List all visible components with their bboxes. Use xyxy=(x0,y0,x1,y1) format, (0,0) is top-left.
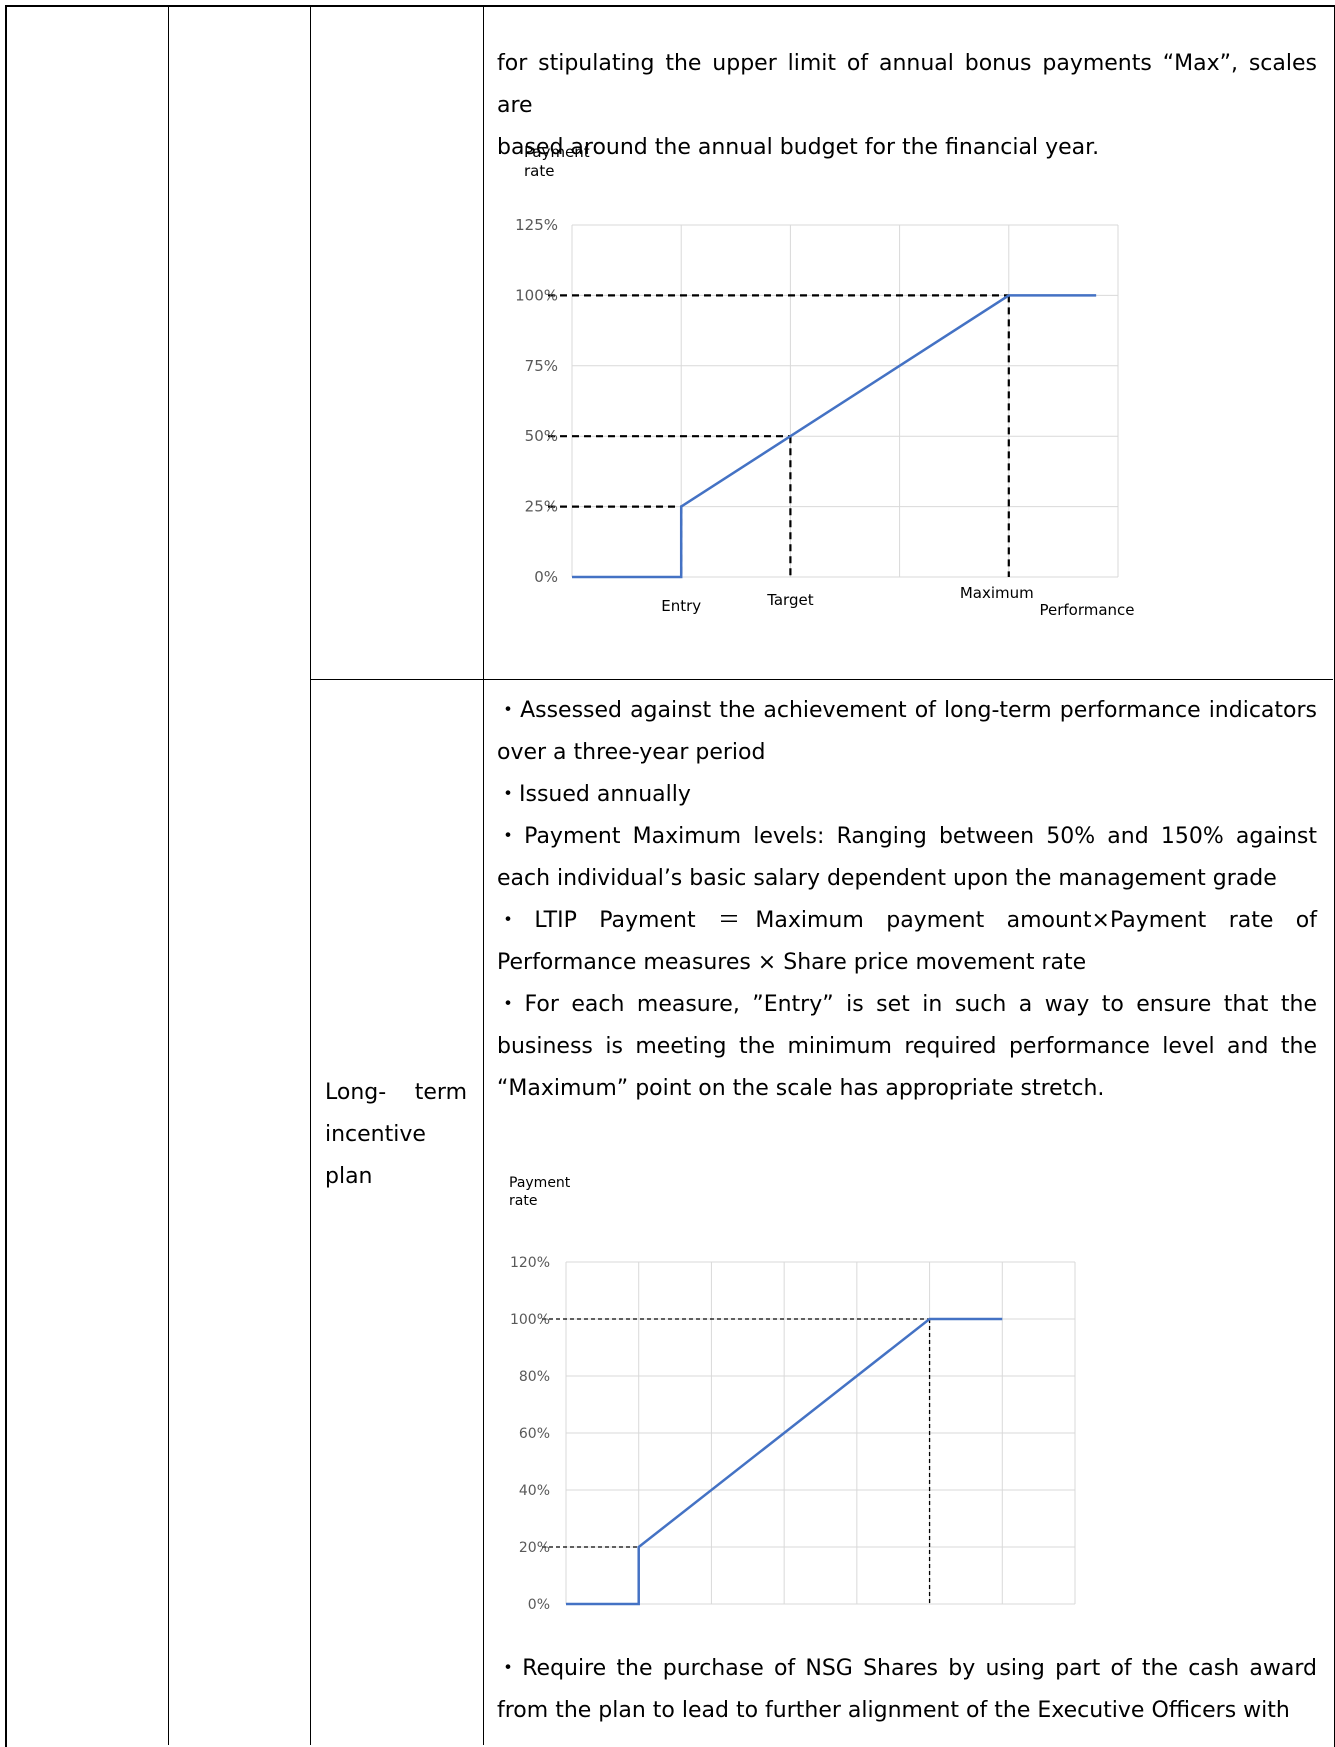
y-tick-label: 120% xyxy=(510,1255,550,1271)
ltip-label-part: term xyxy=(414,1080,467,1105)
x-marker-label: Entry xyxy=(661,597,701,615)
y-tick-label: 40% xyxy=(519,1483,550,1499)
series-line xyxy=(572,294,1097,579)
ltip-description: ・Assessed against the achievement of lon… xyxy=(497,690,1317,1110)
ltip-scale-chart: 0%20%40%60%80%100%120%PaymentrateEntryMa… xyxy=(509,1175,1076,1610)
ltip-label-part: Long- xyxy=(325,1080,387,1105)
series-line xyxy=(566,1317,1003,1606)
y-tick-label: 25% xyxy=(525,498,558,516)
bullet: ・Assessed against the achievement of lon… xyxy=(497,698,1317,765)
chart-guides xyxy=(542,1318,931,1604)
bonus-description: for stipulating the upper limit of annua… xyxy=(497,43,1317,169)
y-axis-title: Payment xyxy=(524,143,590,161)
y-tick-label: 0% xyxy=(534,568,558,586)
bullet: ・For each measure, ”Entry” is set in suc… xyxy=(497,992,1317,1101)
ltip-label: Long- term incentive plan xyxy=(325,1072,467,1198)
y-tick-label: 125% xyxy=(515,216,558,234)
x-axis-title: Performance xyxy=(1039,601,1134,619)
y-tick-label: 100% xyxy=(510,1312,550,1328)
ltip-label-line2: incentive xyxy=(325,1122,426,1147)
chart-series xyxy=(572,294,1097,579)
y-axis-title: rate xyxy=(509,1193,537,1209)
bullet: ・Require the purchase of NSG Shares by u… xyxy=(497,1656,1317,1723)
ltip-label-line3: plan xyxy=(325,1164,373,1189)
chart-grid xyxy=(565,1261,1076,1605)
y-tick-label: 20% xyxy=(519,1540,550,1556)
ltip-description-cont: ・Require the purchase of NSG Shares by u… xyxy=(497,1648,1317,1732)
y-tick-label: 100% xyxy=(515,286,558,304)
chart-guides xyxy=(548,294,1010,577)
x-marker-label: Target xyxy=(766,591,814,609)
y-tick-label: 75% xyxy=(525,357,558,375)
text-line: based around the annual budget for the f… xyxy=(497,135,1100,160)
text-line: for stipulating the upper limit of annua… xyxy=(497,51,1317,118)
y-axis-title: rate xyxy=(524,162,554,180)
col-divider-1 xyxy=(168,5,169,1745)
chart-labels: 0%20%40%60%80%100%120%PaymentrateEntryMa… xyxy=(509,1175,571,1610)
x-marker-label: Maximum xyxy=(960,584,1034,602)
y-tick-label: 50% xyxy=(525,427,558,445)
y-tick-label: 80% xyxy=(519,1369,550,1385)
y-tick-label: 60% xyxy=(519,1426,550,1442)
y-axis-title: Payment xyxy=(509,1175,571,1191)
y-tick-label: 0% xyxy=(528,1597,550,1610)
bullet: ・Payment Maximum levels: Ranging between… xyxy=(497,824,1317,891)
chart-series xyxy=(566,1317,1003,1606)
bullet: ・Issued annually xyxy=(497,782,691,807)
col-divider-3 xyxy=(483,5,484,1745)
col-divider-2 xyxy=(310,5,311,1745)
row-divider xyxy=(310,679,1333,680)
bullet: ・LTIP Payment ＝Maximum payment amount×Pa… xyxy=(497,908,1317,975)
ltip-label-line1: Long- term xyxy=(325,1072,467,1114)
